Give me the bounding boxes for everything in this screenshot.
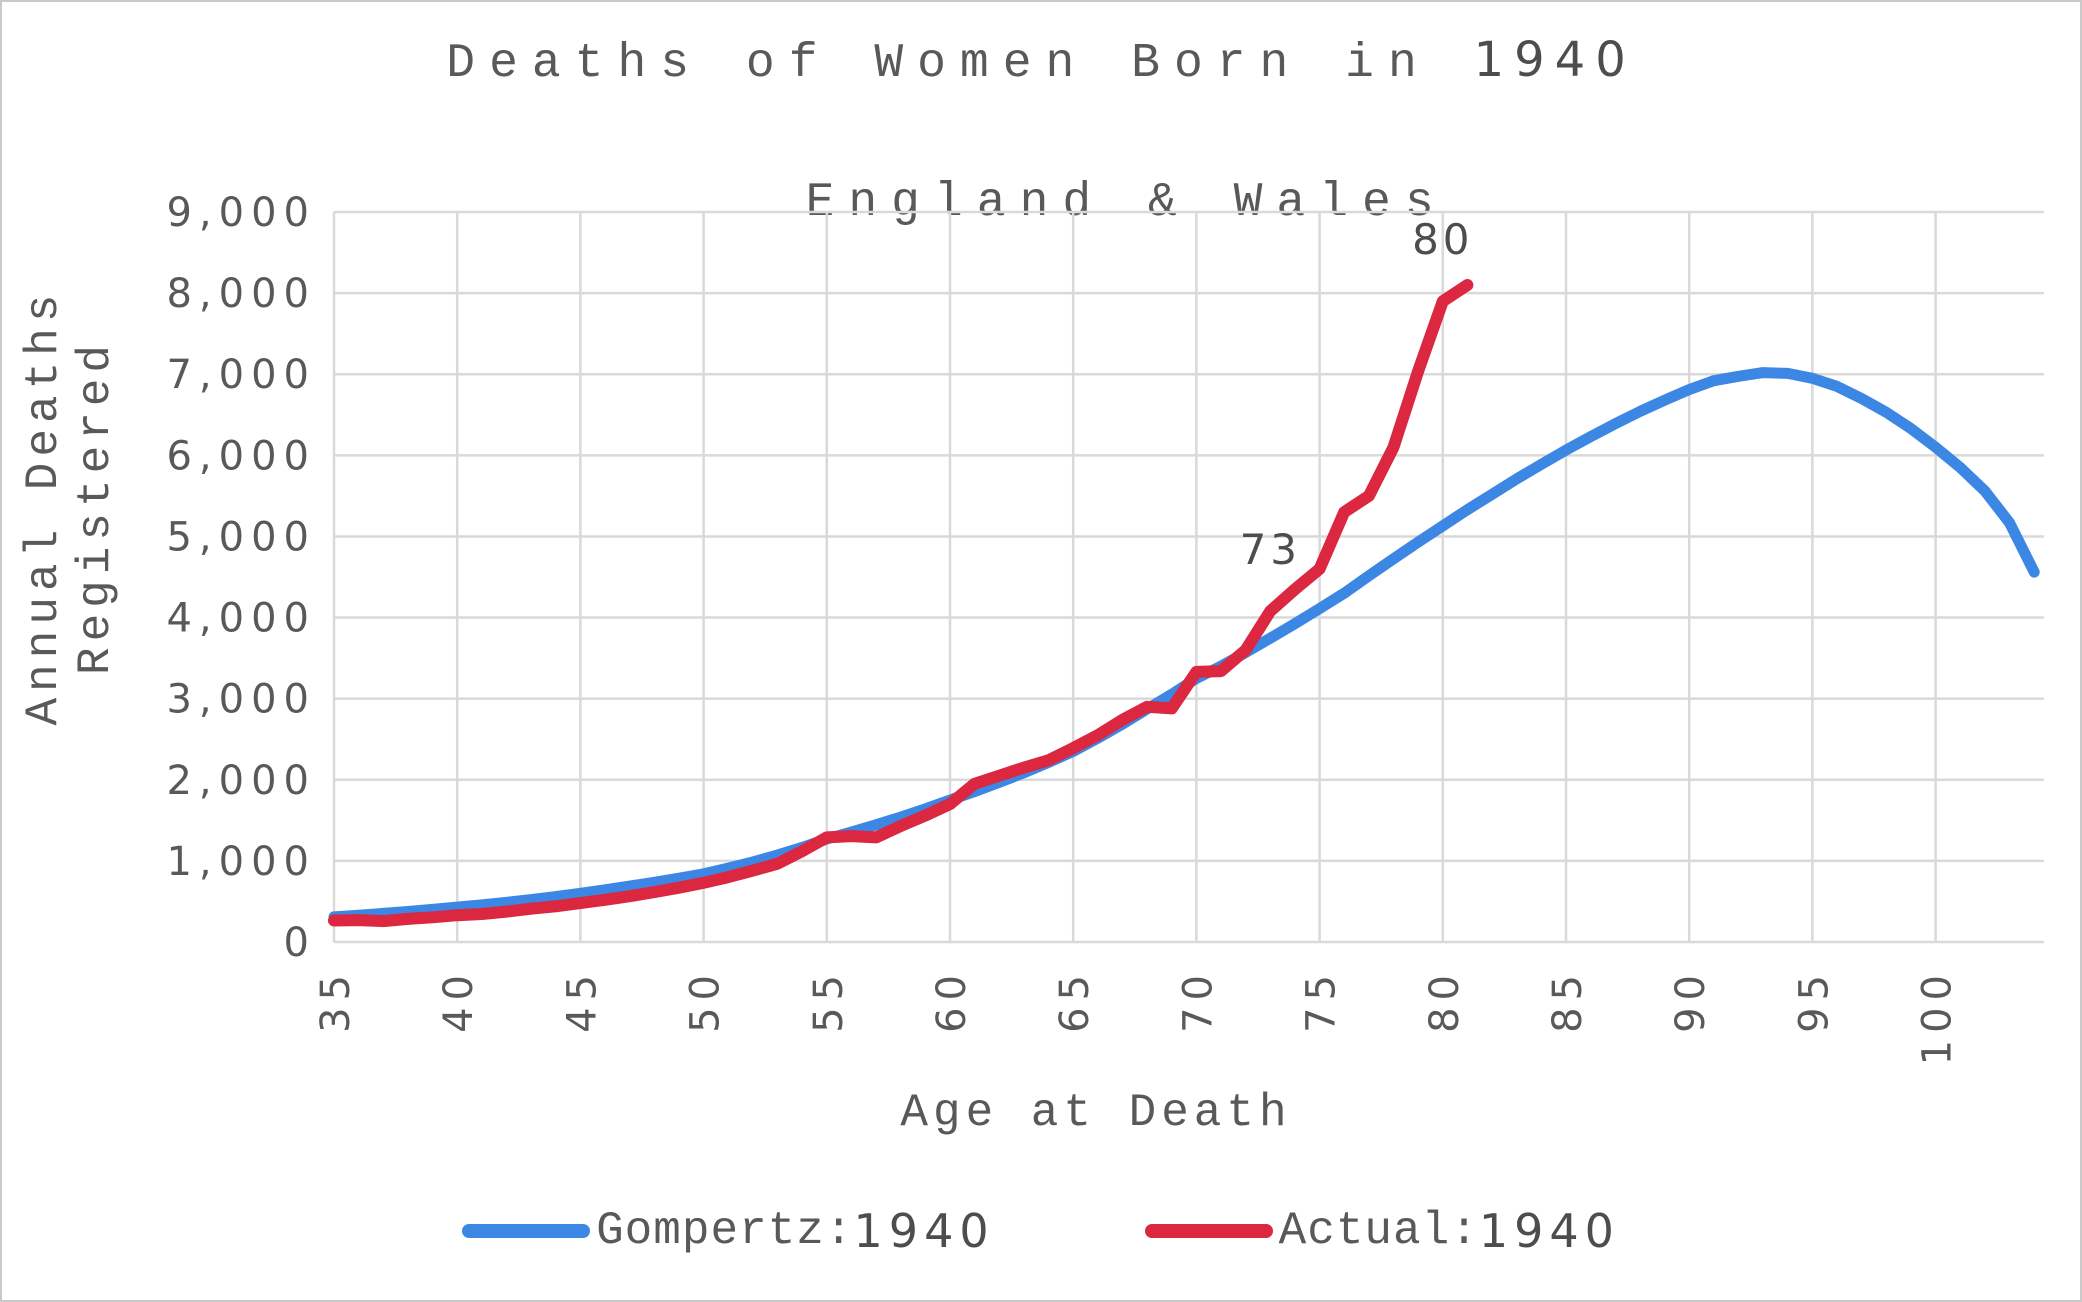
actual-line (328, 279, 1474, 928)
chart-title-line1-text: Deaths of Women Born in (446, 37, 1474, 91)
y-tick-label: 4,000 (166, 596, 316, 642)
x-tick-label: 60 (929, 968, 975, 1033)
chart-title-line2: England & Wales (805, 176, 1448, 231)
chart-title-line1-year: 1940 (1473, 32, 1636, 88)
y-tick-label: 0 (284, 920, 316, 966)
legend-year-actual: 1940 (1478, 1204, 1620, 1258)
annotations: 73 80 (1240, 215, 1473, 574)
x-tick-label: 85 (1545, 968, 1591, 1033)
legend-label-gompertz: Gompertz: (596, 1205, 854, 1257)
x-tick-label: 55 (806, 968, 852, 1033)
tick-labels: 0 1,000 2,000 3,000 4,000 5,000 6,000 7,000 8,00… (166, 190, 1960, 1065)
y-tick-label: 1,000 (166, 839, 316, 885)
y-tick-label: 2,000 (166, 758, 316, 804)
gridlines (332, 210, 2044, 944)
annotation-label: 80 (1412, 215, 1473, 264)
y-tick-label: 7,000 (166, 352, 316, 398)
actual-line-swatch (1144, 1224, 1273, 1238)
chart-title: Deaths of Women Born in 1940 England & W… (2, 26, 2080, 308)
x-tick-label: 40 (436, 968, 482, 1033)
y-tick-label: 5,000 (166, 514, 316, 560)
x-tick-label: 90 (1668, 968, 1714, 1033)
x-tick-label: 80 (1422, 968, 1468, 1033)
series-lines (328, 279, 2040, 928)
y-tick-label: 8,000 (166, 271, 316, 317)
x-tick-label: 45 (559, 968, 605, 1033)
x-tick-label: 70 (1175, 968, 1221, 1033)
x-tick-label: 65 (1052, 968, 1098, 1033)
x-axis-title: Age at Death (900, 1087, 1292, 1139)
x-tick-label: 95 (1791, 968, 1837, 1033)
x-tick-label: 100 (1915, 968, 1961, 1065)
x-tick-label: 35 (313, 968, 359, 1033)
gompertz-line-swatch (462, 1224, 591, 1238)
legend: Gompertz: 1940 Actual: 1940 (2, 1204, 2080, 1258)
x-tick-label: 50 (683, 968, 729, 1033)
y-tick-label: 9,000 (166, 190, 316, 236)
legend-year-gompertz: 1940 (853, 1204, 995, 1258)
x-tick-label: 75 (1299, 968, 1345, 1033)
legend-label-actual: Actual: (1278, 1205, 1479, 1257)
legend-item-actual: Actual: 1940 (1144, 1204, 1620, 1258)
y-tick-label: 6,000 (166, 433, 316, 479)
y-tick-label: 3,000 (166, 677, 316, 723)
legend-item-gompertz: Gompertz: 1940 (462, 1204, 995, 1258)
annotation-label: 73 (1240, 525, 1301, 574)
